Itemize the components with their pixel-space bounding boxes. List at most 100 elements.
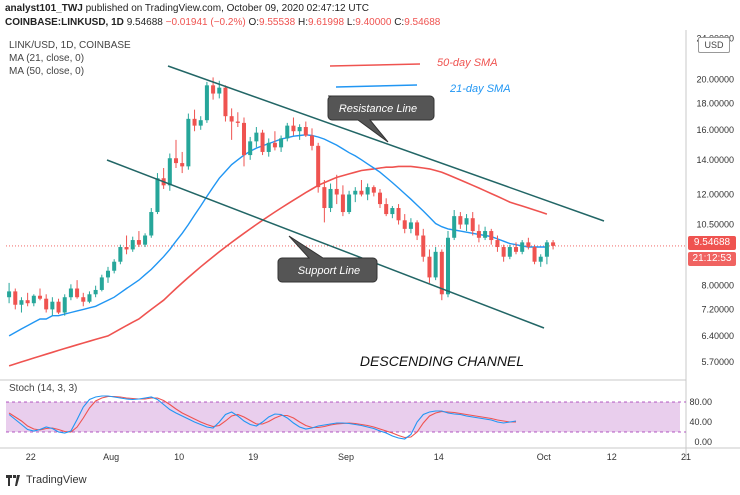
candle-body: [136, 240, 141, 245]
candle-body: [501, 247, 506, 257]
candle-body: [408, 222, 413, 229]
candle: [439, 249, 444, 301]
candle-body: [377, 192, 383, 205]
candle-body: [384, 204, 389, 215]
time-tick-label: 10: [174, 452, 184, 462]
candle: [279, 135, 284, 152]
candle: [112, 259, 117, 274]
tradingview-logo[interactable]: TradingView: [6, 474, 87, 486]
candle: [340, 185, 345, 217]
high-label: H:: [297, 17, 308, 28]
sma21-legend-line: [335, 84, 418, 88]
candle: [538, 254, 543, 267]
candle: [464, 214, 469, 232]
currency-label[interactable]: USD: [698, 37, 730, 53]
stoch-overbought-band: [6, 402, 680, 432]
legend-ma21[interactable]: MA (21, close, 0): [9, 53, 85, 64]
candle-body: [56, 301, 61, 313]
candle: [19, 297, 24, 313]
candle-body: [81, 297, 86, 302]
candle: [44, 294, 49, 313]
candle: [291, 117, 296, 136]
candle: [415, 220, 420, 241]
price-chart[interactable]: 24.0000020.0000018.0000016.0000014.00000…: [0, 0, 740, 470]
candle: [229, 108, 234, 140]
candle: [68, 284, 73, 301]
candle: [384, 198, 389, 217]
candle-body: [260, 132, 265, 152]
time-tick-label: 12: [607, 452, 617, 462]
candle: [56, 298, 61, 315]
candle-body: [526, 242, 531, 248]
candle: [7, 282, 12, 304]
candle-body: [359, 190, 364, 195]
candle: [13, 288, 18, 310]
candle: [507, 244, 512, 260]
price-tick-label: 18.00000: [696, 98, 734, 108]
resistance-callout: [327, 95, 435, 143]
price-tick-label: 16.00000: [696, 125, 734, 135]
candle-body: [507, 247, 512, 257]
time-axis[interactable]: 22 Aug 10 19 Sep 14 Oct 12 21: [26, 452, 691, 462]
candle: [235, 112, 240, 128]
candle: [105, 266, 111, 283]
candle: [192, 109, 197, 132]
candle-body: [544, 242, 549, 257]
support-line: [106, 159, 545, 329]
candle-body: [37, 295, 43, 299]
candle-body: [347, 194, 352, 213]
candle-body: [427, 256, 432, 278]
candle-body: [112, 261, 117, 271]
author-name: analyst101_TWJ: [5, 3, 83, 14]
candle-body: [180, 163, 185, 167]
candle-body: [365, 187, 370, 195]
candles: [7, 77, 556, 316]
candle-body: [99, 277, 104, 290]
candle: [322, 179, 327, 223]
candle-body: [464, 218, 469, 225]
candle-body: [198, 120, 203, 126]
candle: [452, 210, 457, 241]
price-tick-label: 6.40000: [701, 331, 734, 341]
time-tick-label: Sep: [338, 452, 354, 462]
candle-body: [75, 288, 80, 298]
candle-body: [353, 190, 358, 195]
candle: [551, 240, 556, 250]
indicator-lines: [8, 134, 548, 440]
candle: [285, 122, 290, 142]
candle: [347, 190, 352, 215]
legend-ma50[interactable]: MA (50, close, 0): [9, 66, 85, 77]
candle: [204, 81, 209, 123]
publish-info: published on TradingView.com, October 09…: [82, 3, 369, 14]
candle-body: [297, 127, 302, 132]
candle-body: [118, 247, 123, 262]
grid-lines: [0, 30, 740, 460]
candle: [316, 142, 321, 193]
candle: [513, 242, 519, 255]
candle-body: [328, 188, 333, 209]
price-tick-label: 14.00000: [696, 155, 734, 165]
candle: [124, 235, 129, 255]
stoch-label[interactable]: Stoch (14, 3, 3): [9, 383, 78, 394]
candle: [186, 113, 191, 170]
candle-body: [50, 301, 55, 310]
candle-body: [266, 142, 271, 152]
candle-body: [211, 85, 216, 94]
candle-body: [93, 289, 98, 295]
stoch-band: [6, 401, 686, 433]
candle-body: [495, 240, 500, 248]
candle: [427, 249, 432, 283]
candle-body: [340, 194, 345, 213]
price-tick-label: 5.70000: [701, 357, 734, 367]
candle-body: [143, 235, 148, 245]
candle-body: [241, 122, 247, 156]
price-tick-label: 20.00000: [696, 75, 734, 85]
candle: [50, 297, 55, 316]
price-tick-label: 10.50000: [696, 220, 734, 230]
stoch-k-line: [8, 395, 517, 440]
candle: [489, 228, 494, 245]
candle: [476, 224, 481, 243]
sma50-annotation: 50-day SMA: [437, 57, 498, 69]
open-value: 9.55538: [259, 17, 296, 28]
channel-label: DESCENDING CHANNEL: [360, 353, 524, 369]
